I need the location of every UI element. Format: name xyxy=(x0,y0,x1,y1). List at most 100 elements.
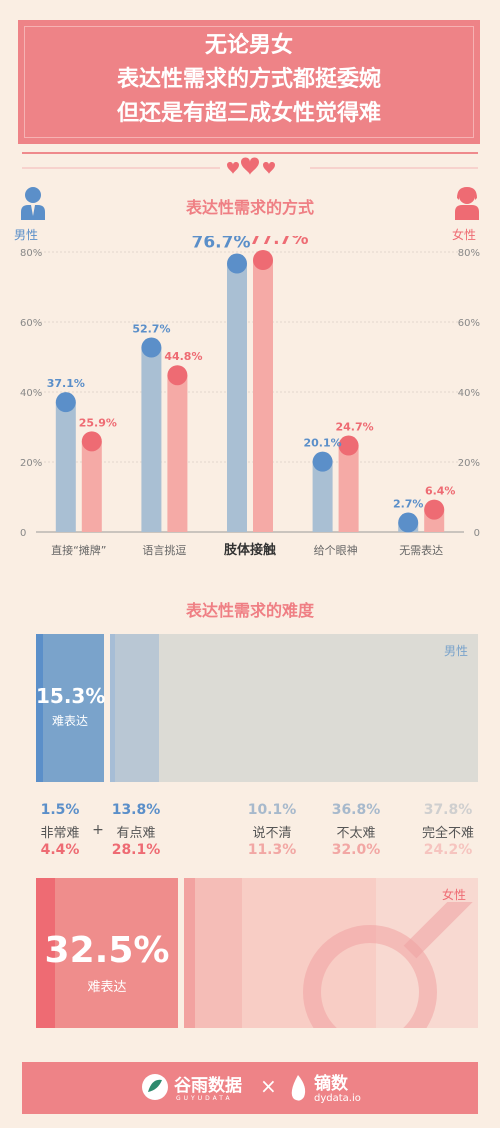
male-bar xyxy=(141,347,162,532)
male-difficulty-value: 13.8% xyxy=(111,802,161,818)
male-other-segments xyxy=(110,634,478,782)
female-difficulty-value: 28.1% xyxy=(111,842,161,858)
footer-bar: 谷雨数据 GUYUDATA × 镝数 dydata.io xyxy=(22,1062,478,1114)
female-bar xyxy=(338,445,359,532)
male-difficulty-value: 10.1% xyxy=(247,802,297,818)
difficulty-labels: 1.5% 非常难 4.4% 13.8% 有点难 28.1% 10.1% 说不清 11.3% 36.… xyxy=(0,800,500,866)
male-hard-total: 15.3% xyxy=(36,684,106,708)
brand1-name: 谷雨数据 xyxy=(174,1076,242,1096)
chart1-plot: 0 0 20% 20% 40% 40% 60% 60% 80% 80% 37.1% 25.9% 直接“摊… xyxy=(20,236,480,558)
title-line-1: 无论男女 xyxy=(204,33,293,58)
male-chart-label: 男性 xyxy=(443,644,468,658)
y-tick-label-left: 60% xyxy=(20,318,42,329)
female-value-label: 6.4% xyxy=(425,485,456,498)
male-hard-label: 难表达 xyxy=(51,714,88,728)
brand2-name: 镝数 xyxy=(314,1074,348,1094)
male-icon xyxy=(21,187,45,220)
category-label: 无需表达 xyxy=(399,543,443,557)
brand1-sub: GUYUDATA xyxy=(176,1095,233,1102)
male-bar xyxy=(312,461,333,532)
difficulty-category-label: 完全不难 xyxy=(421,826,474,841)
female-bar-cap xyxy=(424,499,445,520)
y-tick-label-left: 20% xyxy=(20,458,42,469)
female-symbol-watermark xyxy=(303,902,473,1028)
male-value-label: 52.7% xyxy=(132,323,170,336)
title-banner: 无论男女 表达性需求的方式都挺委婉 但还是有超三成女性觉得难 xyxy=(18,20,480,144)
female-bar-cap xyxy=(338,435,359,456)
male-very-hard-strip xyxy=(36,634,43,782)
male-bar-cap xyxy=(312,451,333,472)
female-icon xyxy=(455,187,479,220)
difficulty-segment xyxy=(115,634,159,782)
female-chart-label: 女性 xyxy=(441,888,466,902)
y-tick-label-left: 80% xyxy=(20,248,42,259)
heart-icon xyxy=(263,162,275,174)
male-bar-cap xyxy=(55,392,76,413)
male-difficulty-value: 37.8% xyxy=(423,802,473,818)
difficulty-category-label: 说不清 xyxy=(252,826,292,841)
female-label: 女性 xyxy=(452,228,477,242)
male-label: 男性 xyxy=(14,228,39,242)
y-tick-label-right: 40% xyxy=(458,388,480,399)
female-value-label: 25.9% xyxy=(79,416,117,429)
female-difficulty-value: 24.2% xyxy=(423,842,473,858)
female-hard-total: 32.5% xyxy=(44,930,170,971)
dydata-logo-icon xyxy=(291,1075,306,1101)
difficulty-segment xyxy=(158,634,317,782)
y-tick-label-left: 40% xyxy=(20,388,42,399)
y-tick-label-left: 0 xyxy=(20,528,26,539)
female-bar-cap xyxy=(81,431,102,452)
title-line-3: 但还是有超三成女性觉得难 xyxy=(116,101,381,126)
chart1-title: 表达性需求的方式 xyxy=(185,198,314,217)
female-value-label: 24.7% xyxy=(336,421,374,434)
female-hard-label: 难表达 xyxy=(87,980,127,995)
difficulty-category-label: 不太难 xyxy=(336,826,376,841)
male-bar xyxy=(55,402,76,532)
female-very-hard-strip xyxy=(36,878,56,1028)
male-hard-block: 15.3% 难表达 xyxy=(36,634,106,782)
guyu-logo-icon xyxy=(142,1074,168,1100)
female-hard-block: 32.5% 难表达 xyxy=(36,878,178,1028)
male-difficulty-chart: 15.3% 难表达 男性 xyxy=(36,634,478,782)
title-line-2: 表达性需求的方式都挺委婉 xyxy=(116,67,381,92)
male-value-label: 76.7% xyxy=(192,236,251,253)
difficulty-segment xyxy=(194,878,243,1028)
plus-sign: + xyxy=(92,822,104,838)
female-value-label: 77.7% xyxy=(250,236,309,249)
female-bar-cap xyxy=(167,365,188,386)
heart-icon xyxy=(241,157,259,175)
male-value-label: 2.7% xyxy=(393,498,424,511)
difficulty-segment xyxy=(316,634,478,782)
difficulty-segment xyxy=(184,878,195,1028)
female-difficulty-value: 11.3% xyxy=(247,842,297,858)
y-tick-label-right: 0 xyxy=(474,528,480,539)
male-bar-cap xyxy=(398,512,419,533)
brand-separator: × xyxy=(260,1074,277,1098)
female-difficulty-chart: 32.5% 难表达 女性 xyxy=(36,878,478,1028)
heart-icon xyxy=(227,162,239,174)
male-value-label: 37.1% xyxy=(47,377,85,390)
male-value-label: 20.1% xyxy=(304,437,342,450)
y-tick-label-right: 60% xyxy=(458,318,480,329)
female-difficulty-value: 4.4% xyxy=(40,842,80,858)
y-tick-label-right: 20% xyxy=(458,458,480,469)
female-bar xyxy=(81,441,102,532)
difficulty-category-label: 有点难 xyxy=(116,826,156,841)
male-difficulty-value: 36.8% xyxy=(331,802,381,818)
female-other-segments xyxy=(184,878,478,1028)
category-label: 语言挑逗 xyxy=(142,543,186,557)
chart2-title: 表达性需求的难度 xyxy=(185,601,314,620)
y-tick-label-right: 80% xyxy=(458,248,480,259)
female-bar xyxy=(167,375,188,532)
difficulty-category-label: 非常难 xyxy=(40,826,80,841)
male-bar-cap xyxy=(141,337,162,358)
category-label: 给个眼神 xyxy=(314,543,358,557)
male-bar xyxy=(227,263,247,532)
difficulty-segment xyxy=(110,634,116,782)
male-difficulty-value: 1.5% xyxy=(40,802,80,818)
female-bar-cap xyxy=(253,250,273,271)
female-value-label: 44.8% xyxy=(164,350,202,363)
female-bar xyxy=(253,260,273,532)
male-bar-cap xyxy=(227,253,247,274)
category-label: 肢体接触 xyxy=(224,542,276,558)
